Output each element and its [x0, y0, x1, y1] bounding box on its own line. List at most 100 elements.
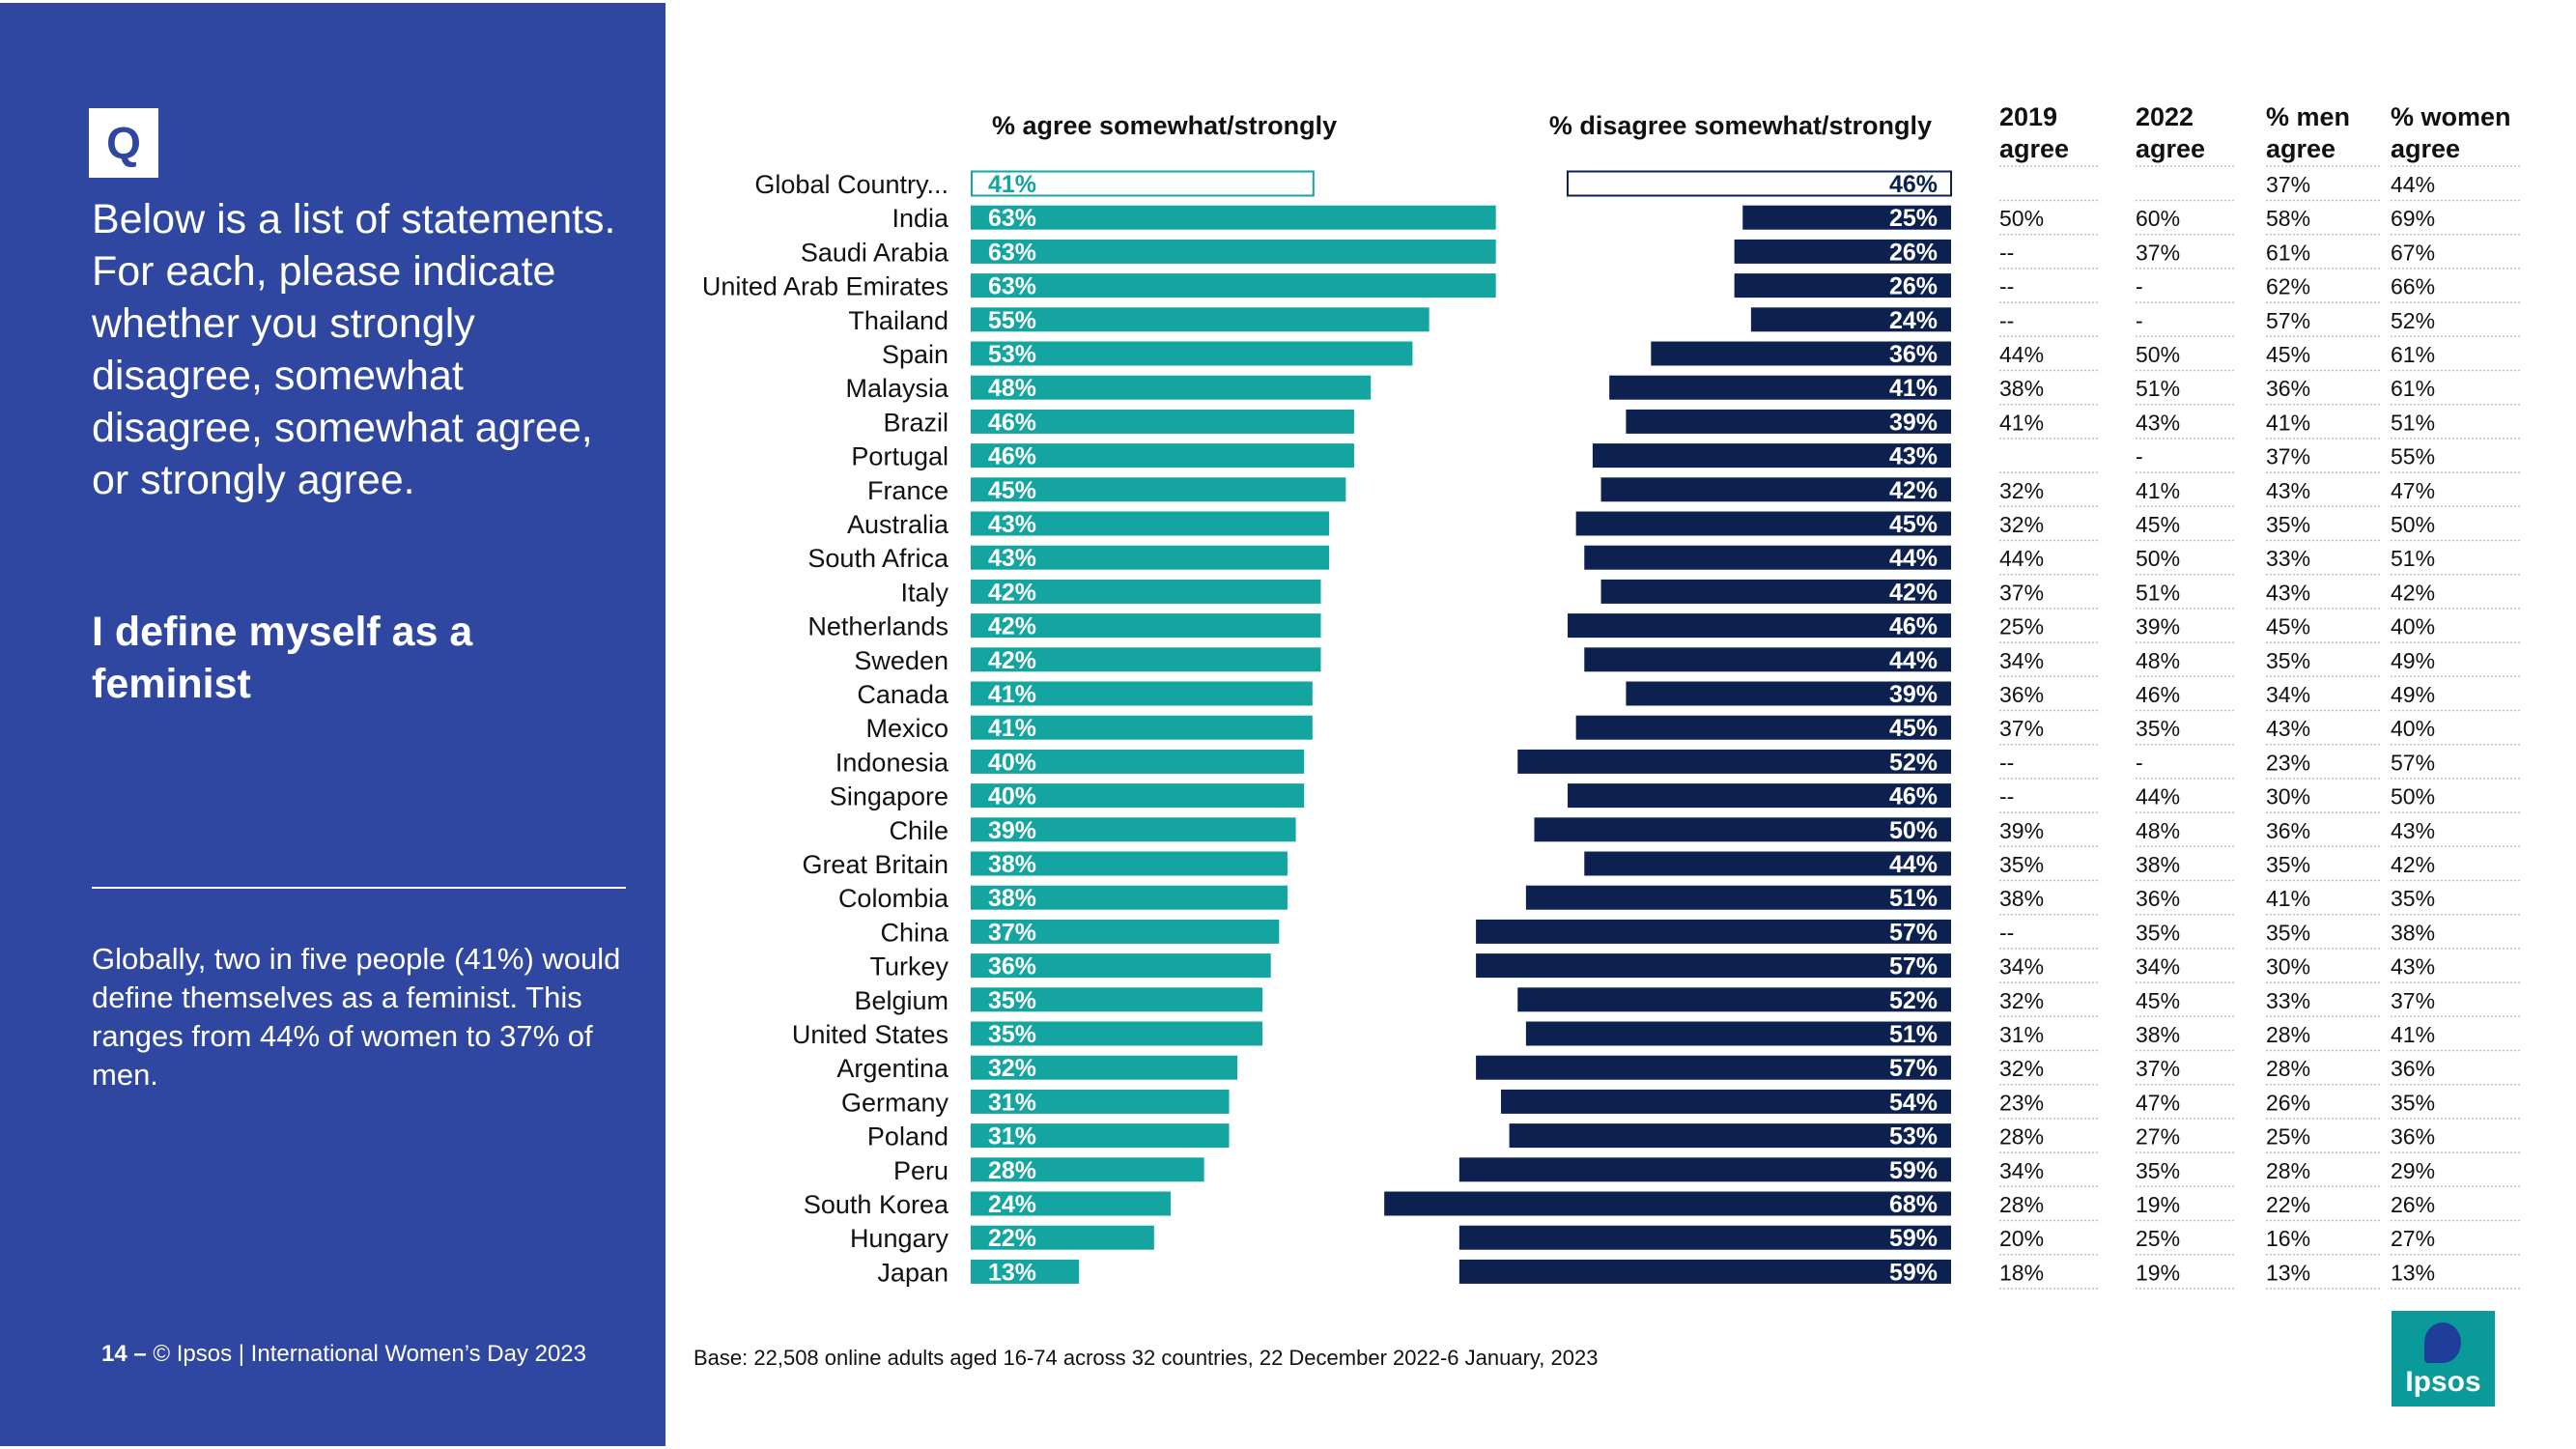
table-cell-women: 35% [2391, 886, 2435, 911]
country-label: France [867, 476, 948, 505]
disagree-value-label: 46% [1889, 171, 1938, 198]
country-label: Great Britain [802, 850, 948, 879]
country-label: Argentina [836, 1054, 949, 1083]
table-cell-y2019: 36% [1999, 682, 2044, 707]
agree-bar [971, 579, 1321, 604]
disagree-value-label: 51% [1889, 885, 1938, 912]
agree-bar [971, 1225, 1154, 1250]
agree-value-label: 41% [988, 715, 1036, 742]
agree-value-label: 48% [988, 375, 1036, 402]
table-cell-men: 30% [2266, 954, 2310, 980]
agree-bar [971, 273, 1496, 298]
agree-value-label: 38% [988, 885, 1036, 912]
table-cell-women: 26% [2391, 1192, 2435, 1217]
disagree-value-label: 52% [1889, 987, 1938, 1014]
table-cell-women: 47% [2391, 478, 2435, 503]
agree-bar [971, 409, 1354, 434]
disagree-bar [1534, 817, 1951, 842]
disagree-bar [1592, 443, 1951, 469]
agree-bar [971, 953, 1271, 979]
disagree-value-label: 39% [1889, 409, 1938, 436]
table-cell-men: 35% [2266, 648, 2310, 673]
table-cell-men: 37% [2266, 172, 2310, 197]
disagree-bar [1626, 409, 1951, 434]
table-cell-y2022: 50% [2136, 546, 2180, 571]
country-label: Sweden [854, 646, 948, 675]
disagree-bar [1609, 375, 1951, 400]
table-cell-y2019: 50% [1999, 206, 2044, 231]
table-cell-y2019: 18% [1999, 1260, 2044, 1285]
agree-bar [971, 749, 1305, 774]
agree-bar [971, 919, 1280, 944]
agree-value-label: 31% [988, 1089, 1036, 1116]
ipsos-logo: Ipsos [2392, 1311, 2495, 1406]
table-cell-y2019: 32% [1999, 1056, 2044, 1081]
disagree-bar [1651, 341, 1951, 366]
table-cell-y2022: 43% [2136, 410, 2180, 435]
disagree-bar [1458, 1259, 1951, 1284]
disagree-value-label: 68% [1889, 1191, 1938, 1218]
table-cell-men: 30% [2266, 784, 2310, 810]
agree-value-label: 63% [988, 239, 1036, 266]
agree-value-label: 39% [988, 817, 1036, 844]
table-cell-women: 40% [2391, 614, 2435, 639]
table-cell-women: 42% [2391, 580, 2435, 605]
table-cell-women: 27% [2391, 1226, 2435, 1251]
disagree-value-label: 46% [1889, 613, 1938, 640]
disagree-bar [1500, 1089, 1951, 1114]
country-label: Global Country... [754, 170, 948, 199]
table-header-line: agree [1999, 134, 2070, 163]
disagree-bar [1750, 307, 1951, 332]
table-cell-women: 51% [2391, 410, 2435, 435]
disagree-value-label: 44% [1889, 647, 1938, 674]
agree-bar [971, 477, 1346, 502]
agree-value-label: 31% [988, 1123, 1036, 1151]
table-cell-men: 57% [2266, 308, 2310, 333]
table-cell-y2019: 20% [1999, 1226, 2044, 1251]
table-cell-y2022: 35% [2136, 716, 2180, 741]
table-header-line: agree [2266, 134, 2336, 163]
table-cell-women: 29% [2391, 1158, 2435, 1183]
table-cell-women: 55% [2391, 444, 2435, 469]
country-label: Canada [857, 680, 949, 709]
table-cell-y2022: 27% [2136, 1124, 2180, 1150]
question-badge: Q [89, 108, 158, 178]
table-cell-y2022: 34% [2136, 954, 2180, 980]
disagree-bar [1600, 477, 1951, 502]
country-label: Japan [877, 1258, 948, 1287]
table-cell-y2019: 44% [1999, 546, 2044, 571]
table-cell-women: 69% [2391, 206, 2435, 231]
agree-bar [971, 443, 1354, 469]
agree-bar [971, 715, 1313, 740]
table-cell-y2019: -- [1999, 920, 2014, 945]
table-cell-men: 34% [2266, 682, 2310, 707]
table-cell-women: 43% [2391, 954, 2435, 980]
table-cell-men: 13% [2266, 1260, 2310, 1285]
disagree-bar [1567, 170, 1953, 197]
disagree-bar [1734, 239, 1951, 264]
country-label: Thailand [848, 306, 948, 335]
table-cell-y2022: 38% [2136, 852, 2180, 877]
left-panel: Q Below is a list of statements. For eac… [0, 0, 668, 1449]
disagree-value-label: 53% [1889, 1123, 1938, 1151]
table-cell-men: 43% [2266, 580, 2310, 605]
table-cell-women: 52% [2391, 308, 2435, 333]
table-cell-y2022: 38% [2136, 1022, 2180, 1047]
country-label: South Africa [807, 544, 949, 573]
agree-value-label: 28% [988, 1157, 1036, 1184]
table-cell-y2022: - [2136, 308, 2143, 333]
agree-value-label: 63% [988, 273, 1036, 300]
table-cell-y2022: 46% [2136, 682, 2180, 707]
agree-bar [971, 307, 1430, 332]
disagree-bar [1509, 1123, 1951, 1149]
table-cell-y2022: 35% [2136, 920, 2180, 945]
country-label: Colombia [838, 884, 949, 913]
agree-series-title: % agree somewhat/strongly [992, 111, 1338, 140]
agree-bar [971, 239, 1496, 264]
agree-bar [971, 613, 1321, 639]
table-cell-women: 36% [2391, 1124, 2435, 1150]
table-cell-y2022: 48% [2136, 818, 2180, 843]
agree-bar [971, 170, 1315, 197]
country-label: United Arab Emirates [702, 272, 948, 301]
